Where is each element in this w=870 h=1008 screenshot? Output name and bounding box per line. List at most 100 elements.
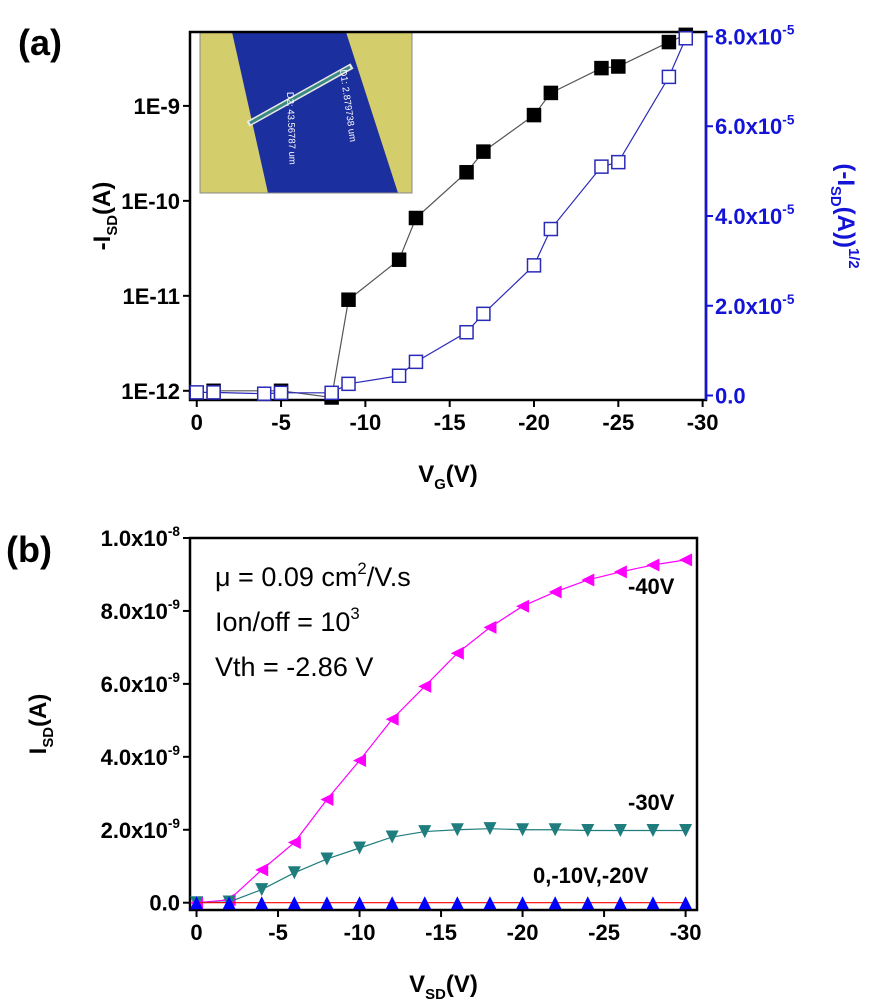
x-tick-label-part: -20 <box>507 920 539 945</box>
data-point <box>613 565 627 579</box>
x-axis-title-part: G <box>434 477 446 493</box>
data-point <box>613 896 627 910</box>
x-tick-label-part: 0 <box>191 410 203 435</box>
data-point <box>459 324 474 340</box>
series-label: -40V <box>628 574 675 599</box>
x-tick-label: -5 <box>271 410 291 435</box>
y-axis-title-part: SD <box>41 727 57 748</box>
data-point <box>320 852 334 866</box>
annotation: μ = 0.09 cm2/V.s <box>215 559 411 592</box>
data-point <box>450 823 464 837</box>
y2-tick-label-part: 2.0x10 <box>715 294 782 319</box>
y-tick-label-part: 2.0x10 <box>101 818 168 843</box>
x-tick-label: -15 <box>434 410 466 435</box>
x-tick-label-part: 0 <box>190 920 202 945</box>
y-tick-label-part: 8.0x10 <box>101 599 168 624</box>
y-axis-title-part: (A) <box>25 694 52 727</box>
data-point <box>611 154 626 170</box>
data-point <box>391 252 407 267</box>
data-point <box>408 210 424 226</box>
y2-axis-title-part: 1/2 <box>845 248 861 269</box>
y-tick-label: 2.0x10-9 <box>101 816 181 843</box>
y-tick-label: 1E-10 <box>121 189 180 214</box>
x-tick-label-part: -30 <box>670 920 702 945</box>
x-tick-label-part: -30 <box>687 410 719 435</box>
data-point <box>287 836 301 850</box>
data-point <box>581 823 595 837</box>
y-tick-label-part: 4.0x10 <box>101 745 168 770</box>
data-point <box>320 792 334 806</box>
x-tick-label: -5 <box>268 920 288 945</box>
data-point <box>353 753 367 767</box>
x-tick-label-part: -25 <box>588 920 620 945</box>
panel-label: (b) <box>6 529 52 570</box>
data-point <box>408 354 424 370</box>
y-tick-label: 0.0 <box>149 891 180 916</box>
data-point <box>341 376 356 392</box>
y2-tick-label-part: -5 <box>782 112 795 127</box>
x-tick-label-part: -15 <box>425 920 457 945</box>
data-point <box>459 165 474 180</box>
series-label-part: 0,-10V,-20V <box>533 863 649 888</box>
panel-label-part: (a) <box>18 22 62 63</box>
y-axis-title-part: (A) <box>89 182 116 215</box>
data-point <box>385 830 399 844</box>
inset-photo <box>199 31 413 194</box>
panel-label-part: (b) <box>6 529 52 570</box>
x-axis-title-part: SD <box>425 987 446 1003</box>
data-point <box>353 841 367 855</box>
data-point <box>190 896 204 910</box>
y-axis-title-part: -I <box>89 236 116 251</box>
data-point <box>476 144 491 159</box>
x-tick-label: -10 <box>349 410 381 435</box>
data-point <box>206 385 221 400</box>
series-label-part: -40V <box>628 574 675 599</box>
axis-frame <box>188 536 699 912</box>
y2-tick-label-part: 0.0 <box>715 384 746 409</box>
data-point <box>516 896 530 910</box>
series-label: 0,-10V,-20V <box>533 863 649 888</box>
data-point <box>594 60 609 76</box>
data-point <box>679 823 693 837</box>
data-point <box>320 896 334 910</box>
y-tick-label: 1E-9 <box>134 94 180 119</box>
data-point <box>516 599 530 613</box>
inset-label: D2: 43.56787 um <box>284 92 298 165</box>
data-point <box>581 573 595 587</box>
data-point <box>483 822 497 836</box>
y-tick-label: 1E-12 <box>121 379 180 404</box>
inset-channel <box>232 32 398 193</box>
x-tick-label-part: -5 <box>268 920 288 945</box>
y2-axis-title: (-ISD(A))1/2 <box>827 163 861 268</box>
data-point <box>661 34 677 50</box>
data-point <box>678 31 694 46</box>
x-tick-label-part: -20 <box>518 410 550 435</box>
x-axis-title: VG(V) <box>418 461 478 493</box>
data-point <box>516 823 530 837</box>
data-point <box>324 385 339 401</box>
series-line <box>196 559 686 904</box>
data-point <box>450 896 464 910</box>
data-point <box>548 896 562 910</box>
y-tick-label-part: 1.0x10 <box>101 526 168 551</box>
inset-strip <box>249 65 351 125</box>
annotation: Ion/off = 103 <box>215 604 360 637</box>
y-tick-label-part: 1E-9 <box>134 94 180 119</box>
data-point <box>418 825 432 839</box>
y-tick-label: 6.0x10-9 <box>101 670 181 697</box>
y-tick-label: 4.0x10-9 <box>101 743 181 770</box>
series-line <box>196 828 686 904</box>
data-point <box>256 386 272 401</box>
data-point <box>611 59 626 74</box>
x-tick-label-part: -5 <box>271 410 291 435</box>
data-point <box>679 553 693 567</box>
annotation-part: /V.s <box>367 562 411 592</box>
x-tick-label: 0 <box>191 410 203 435</box>
x-tick-label: -20 <box>507 920 539 945</box>
y-tick-label: 1E-11 <box>123 284 181 309</box>
series-line <box>196 38 687 395</box>
x-tick-label: -10 <box>344 920 376 945</box>
data-point <box>222 896 236 910</box>
